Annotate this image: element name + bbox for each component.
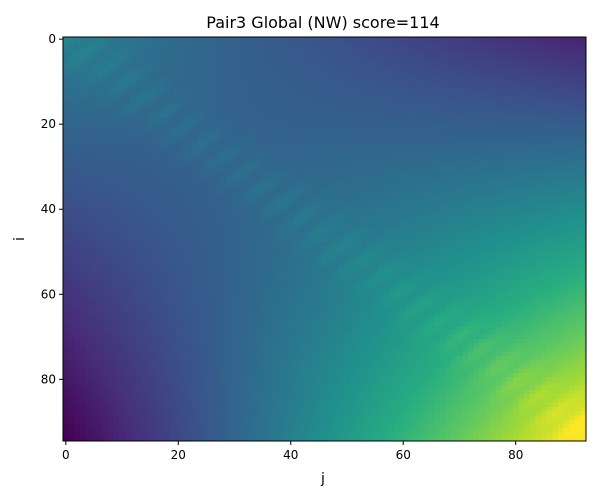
x-tick-label: 20 bbox=[171, 448, 186, 462]
heatmap-image bbox=[63, 37, 586, 441]
y-tick-label: 20 bbox=[41, 117, 56, 131]
x-axis-label: j bbox=[320, 471, 325, 487]
axes-frame bbox=[62, 36, 587, 442]
x-tick-label: 40 bbox=[283, 448, 298, 462]
x-tick-label: 0 bbox=[62, 448, 70, 462]
y-axis-label: i bbox=[12, 237, 28, 241]
x-tick-label: 60 bbox=[396, 448, 411, 462]
x-axis: 0 20 40 60 80 bbox=[62, 441, 523, 462]
y-axis: 0 20 40 60 80 bbox=[41, 32, 63, 386]
y-tick-label: 40 bbox=[41, 202, 56, 216]
y-tick-label: 0 bbox=[48, 32, 56, 46]
y-tick-label: 60 bbox=[41, 287, 56, 301]
y-tick-label: 80 bbox=[41, 372, 56, 386]
chart-title: Pair3 Global (NW) score=114 bbox=[206, 13, 439, 32]
x-tick-label: 80 bbox=[508, 448, 523, 462]
